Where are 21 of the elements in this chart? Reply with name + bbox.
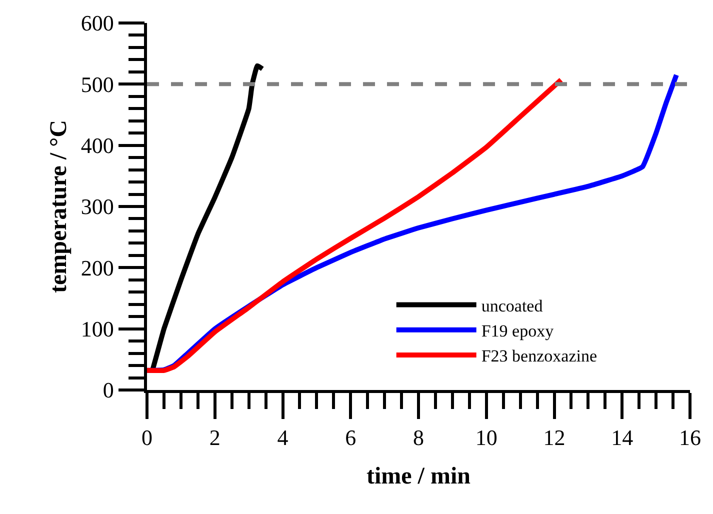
legend-label: F23 benzoxazine (481, 346, 598, 366)
y-tick-label: 300 (80, 194, 114, 220)
x-axis-title: time / min (366, 463, 470, 490)
y-tick-label: 200 (80, 255, 114, 280)
x-tick-label: 12 (543, 425, 566, 450)
y-tick-label: 100 (80, 316, 114, 342)
x-tick-label: 2 (209, 425, 220, 450)
x-tick-label: 8 (413, 425, 424, 450)
x-tick-label: 14 (611, 425, 634, 450)
legend-label: uncoated (481, 296, 544, 316)
y-axis-title: temperature / °C (46, 120, 72, 294)
x-tick-label: 0 (142, 425, 152, 450)
x-tick-label: 10 (475, 425, 498, 450)
y-tick-label: 500 (80, 72, 114, 97)
y-tick-label: 0 (102, 378, 114, 403)
y-tick-label: 400 (80, 133, 114, 158)
y-tick-label: 600 (80, 10, 114, 36)
legend-label: F19 epoxy (481, 322, 554, 341)
x-tick-label: 6 (345, 425, 356, 450)
x-tick-label: 4 (277, 425, 288, 450)
x-tick-label: 16 (679, 425, 701, 450)
